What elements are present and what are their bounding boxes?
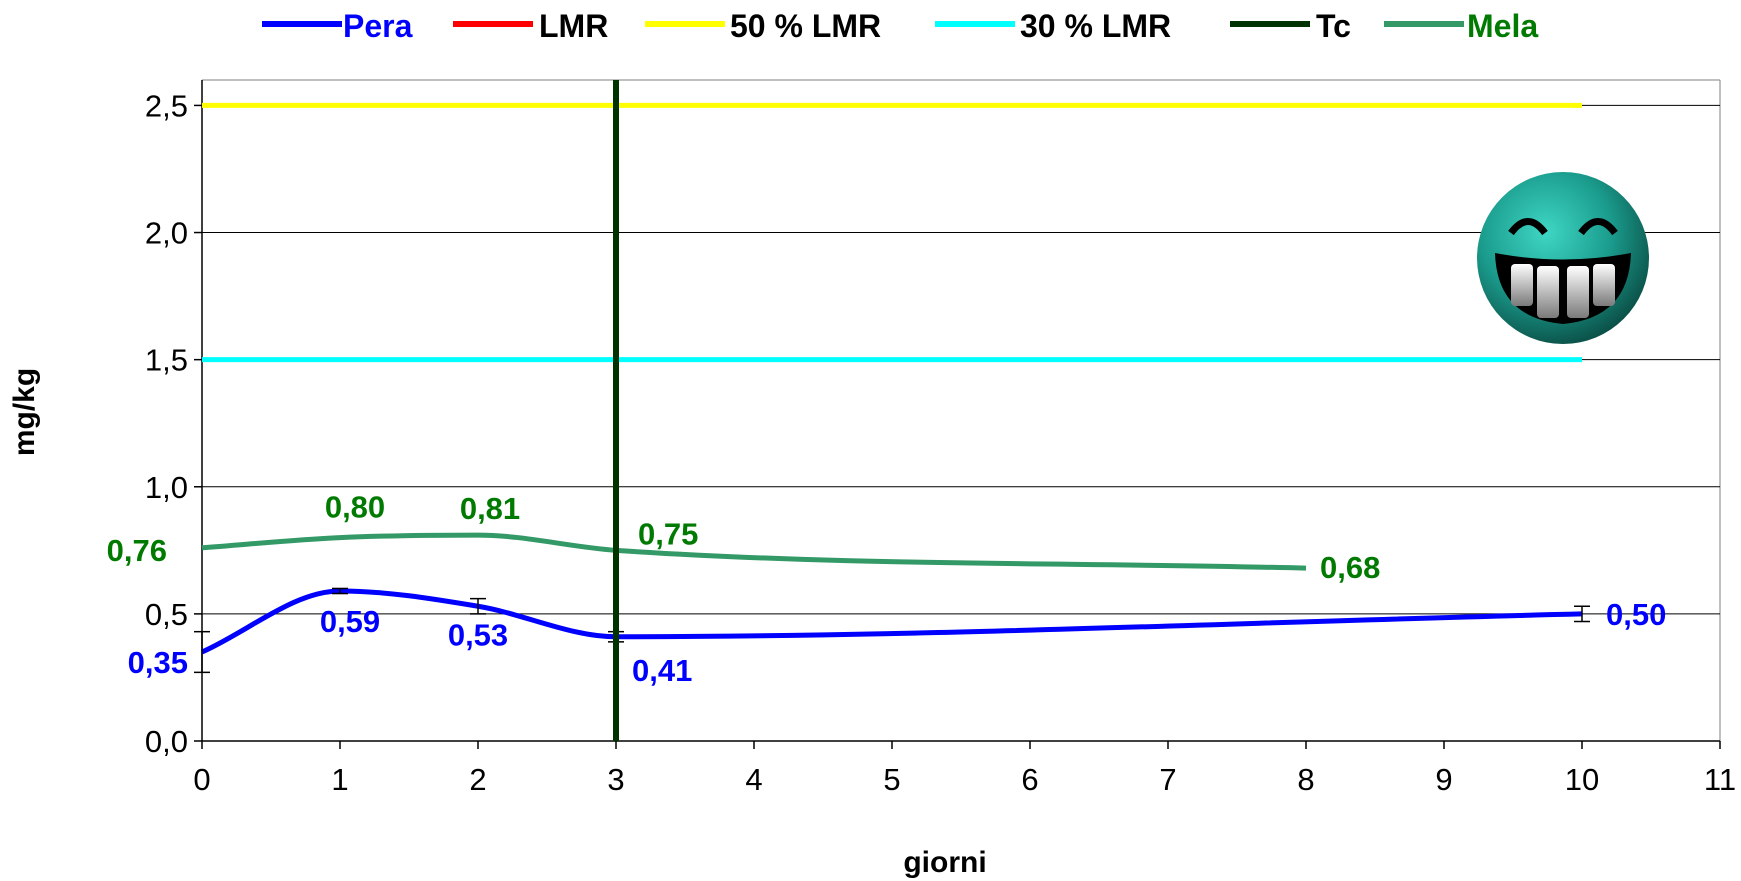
x-tick-label-7: 7 xyxy=(1159,762,1176,797)
mela-data-label-4: 0,68 xyxy=(1320,550,1380,585)
pera-data-label-0: 0,35 xyxy=(128,645,188,680)
data-labels: 0,76 0,80 0,81 0,75 0,68 0,35 0,59 0,53 0,41 0,50 xyxy=(107,490,1667,688)
x-tick-label-3: 3 xyxy=(607,762,624,797)
pera-data-label-3: 0,41 xyxy=(632,653,692,688)
gridlines xyxy=(202,79,1721,741)
legend: Pera LMR 50 % LMR 30 % LMR Tc Mela xyxy=(262,8,1538,44)
axes: 0,0 0,5 1,0 1,5 2,0 2,5 0 1 2 3 4 5 6 7 8 9 10 11 xyxy=(145,80,1736,797)
pera-data-label-4: 0,50 xyxy=(1606,597,1666,632)
x-tick-label-0: 0 xyxy=(193,762,210,797)
y-tick-label-0: 0,0 xyxy=(145,724,188,759)
x-tick-label-2: 2 xyxy=(469,762,486,797)
x-tick-label-10: 10 xyxy=(1565,762,1599,797)
x-axis-title: giorni xyxy=(903,846,986,879)
mela-data-label-3: 0,75 xyxy=(638,516,698,551)
legend-label-pera: Pera xyxy=(343,8,413,44)
series-line-pera xyxy=(200,588,1583,655)
pera-data-label-2: 0,53 xyxy=(448,617,508,652)
y-tick-label-4: 2,0 xyxy=(145,216,188,251)
series-line-mela xyxy=(201,532,1307,571)
mela-data-label-2: 0,81 xyxy=(460,491,520,526)
x-tick-label-5: 5 xyxy=(883,762,900,797)
series-layer xyxy=(194,80,1590,741)
x-tick-label-8: 8 xyxy=(1297,762,1314,797)
y-tick-label-3: 1,5 xyxy=(145,343,188,378)
legend-label-tc: Tc xyxy=(1316,8,1351,44)
y-tick-label-5: 2,5 xyxy=(145,88,188,123)
y-tick-label-2: 1,0 xyxy=(145,470,188,505)
x-tick-label-4: 4 xyxy=(745,762,762,797)
legend-label-lmr: LMR xyxy=(539,8,608,44)
y-axis-title: mg/kg xyxy=(8,368,41,456)
pera-data-label-1: 0,59 xyxy=(320,604,380,639)
x-tick-label-6: 6 xyxy=(1021,762,1038,797)
x-tick-label-9: 9 xyxy=(1435,762,1452,797)
x-tick-label-11: 11 xyxy=(1704,762,1736,797)
grinning-face-icon xyxy=(1477,172,1649,344)
legend-label-mela: Mela xyxy=(1467,8,1538,44)
mela-data-label-0: 0,76 xyxy=(107,533,167,568)
x-tick-label-1: 1 xyxy=(331,762,348,797)
mela-data-label-1: 0,80 xyxy=(325,490,385,525)
legend-label-50-lmr: 50 % LMR xyxy=(730,8,881,44)
legend-label-30-lmr: 30 % LMR xyxy=(1020,8,1171,44)
y-tick-label-1: 0,5 xyxy=(145,597,188,632)
